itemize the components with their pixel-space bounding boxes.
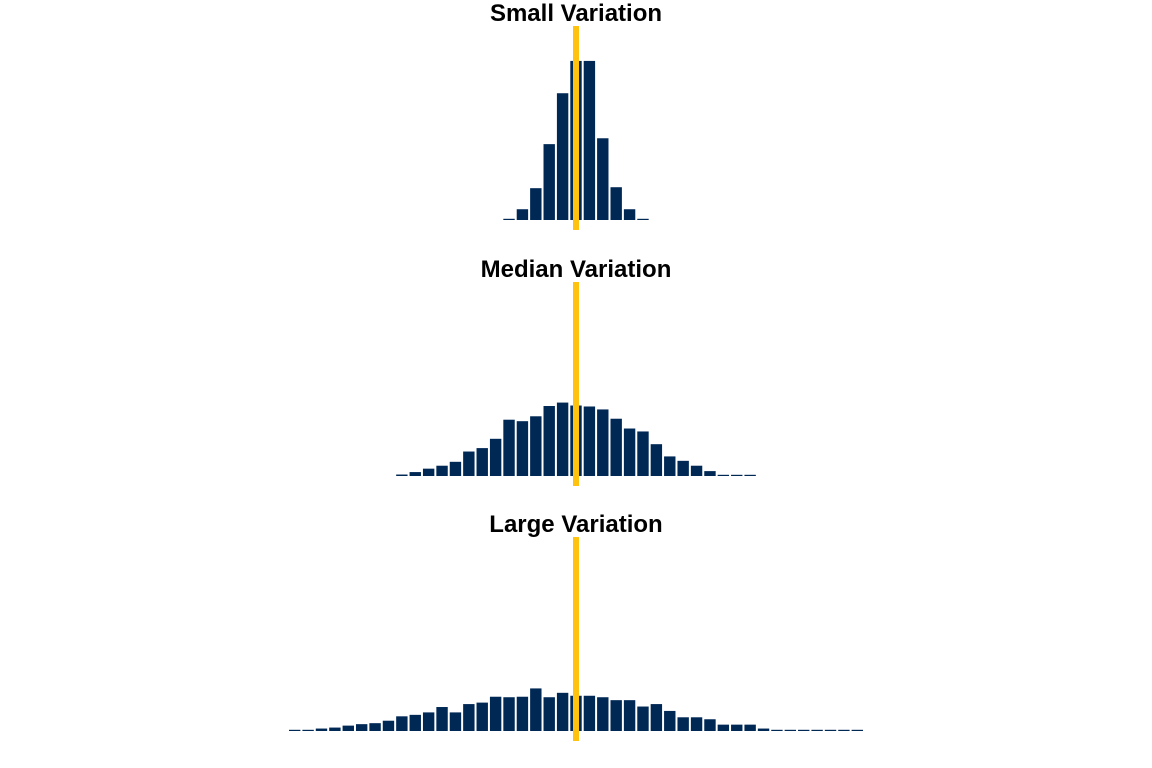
histogram-bar [838,729,850,731]
histogram-bar [342,725,354,731]
chart-panel-large: Large Variation [0,511,1152,768]
chart-panel-small: Small Variation [0,0,1152,256]
histogram-bar [811,729,823,731]
histogram-bar [476,448,488,476]
histogram-bar [677,717,689,731]
histogram-bar [851,729,863,731]
histogram-bar [556,93,569,220]
histogram-bar [583,695,596,731]
histogram-bar [516,421,529,476]
histogram-bar [396,716,408,731]
histogram-bar [516,209,529,220]
histogram-bar [597,697,609,731]
histogram-bar [422,468,435,476]
histogram-bar [731,474,743,476]
histogram-bar [744,474,756,476]
histogram-plot [503,26,649,230]
histogram-bar [530,416,542,476]
histogram-bar [623,209,636,220]
histogram-bar [704,471,716,476]
histogram-bar [436,707,448,731]
histogram-bar [302,729,314,731]
histogram-bar [677,460,689,476]
histogram-plot [396,282,756,486]
histogram-bar [664,456,676,476]
histogram-bar [543,697,555,731]
histogram-bar [556,402,569,476]
histogram-bar [623,428,636,476]
histogram-bar [650,704,663,731]
histogram-bar [690,717,703,731]
histogram-bar [583,60,596,220]
histogram-bar [637,706,649,731]
histogram-bar [731,724,743,731]
histogram-bar [623,700,636,731]
histogram-bar [489,438,502,476]
histogram-bar [610,700,622,731]
histogram-bar [382,720,395,731]
histogram-bar [637,218,649,220]
histogram-bar [798,729,810,731]
histogram-bar [757,728,770,731]
histogram-bar [329,727,341,731]
histogram-bar [597,138,609,220]
histogram-bar [503,697,515,731]
histogram-bar [530,188,542,220]
histogram-bar [744,724,756,731]
histogram-bar [704,719,716,731]
histogram-bar [503,419,515,476]
chart-title: Small Variation [489,0,663,27]
histogram-bar [717,724,730,731]
histogram-bar [583,406,596,476]
histogram-bar [476,702,488,731]
histogram-bar [516,696,529,731]
histogram-bar [610,418,622,476]
chart-panel-median: Median Variation [0,256,1152,512]
histogram-bar [436,465,448,476]
histogram-bar [530,688,542,731]
histogram-bar [556,692,569,731]
histogram-bar [717,474,730,476]
histogram-bar [449,461,462,476]
histogram-bar [503,218,515,220]
histogram-bar [409,714,421,731]
histogram-bar [409,472,421,476]
histogram-bar [315,728,328,731]
histogram-bar [355,724,368,731]
histogram-bar [422,712,435,731]
histogram-bar [664,710,676,731]
histogram-bar [289,729,301,731]
histogram-bar [784,729,797,731]
histogram-bar [824,729,837,731]
histogram-bar [396,474,408,476]
chart-title: Large Variation [489,511,663,538]
histogram-plot [289,537,863,741]
histogram-bar [690,465,703,476]
histogram-bar [463,704,475,731]
histogram-bar [771,729,783,731]
histogram-bar [610,187,622,220]
histogram-bar [489,696,502,731]
histogram-bar [449,712,462,731]
histogram-bar [543,406,555,476]
histogram-bar [543,144,555,220]
histogram-bar [637,431,649,476]
chart-title: Median Variation [480,256,672,283]
histogram-bar [463,451,475,476]
histogram-bar [597,409,609,476]
histogram-bar [650,444,663,476]
histogram-bar [369,723,381,731]
